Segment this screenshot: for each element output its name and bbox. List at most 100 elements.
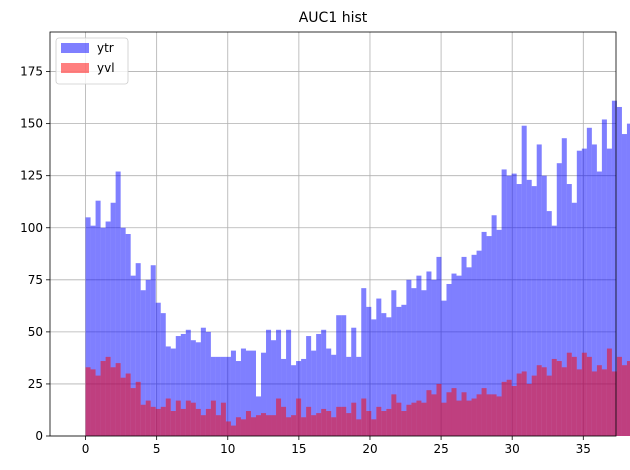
histogram-bar-ytr: [230, 350, 236, 436]
histogram-bar-yvl: [195, 408, 201, 436]
histogram-bar-ytr: [125, 234, 131, 436]
histogram-bar-yvl: [481, 388, 487, 436]
histogram-bar-ytr: [296, 361, 302, 436]
histogram-bar-yvl: [496, 396, 502, 436]
histogram-bar-yvl: [200, 415, 206, 436]
histogram-bar-yvl: [411, 402, 417, 436]
histogram-bar-yvl: [291, 415, 297, 436]
histogram-bar-yvl: [426, 390, 432, 436]
histogram-bar-yvl: [486, 394, 492, 436]
histogram-bar-ytr: [306, 336, 312, 436]
histogram-bar-ytr: [361, 288, 367, 436]
legend-swatch-ytr: [61, 43, 89, 53]
histogram-bar-ytr: [381, 313, 387, 436]
histogram-bar-ytr: [115, 171, 121, 437]
histogram-bar-ytr: [301, 358, 307, 436]
chart-title: AUC1 hist: [299, 10, 368, 26]
histogram-bar-yvl: [366, 411, 372, 436]
histogram-bar-yvl: [511, 386, 517, 436]
histogram-bar-yvl: [286, 417, 292, 436]
y-tick-label: 75: [28, 273, 43, 287]
histogram-bar-ytr: [511, 173, 517, 436]
histogram-bar-ytr: [541, 175, 547, 436]
histogram-bar-yvl: [596, 365, 602, 436]
x-tick-label: 10: [220, 442, 235, 456]
histogram-bar-yvl: [316, 413, 322, 436]
histogram-bar-yvl: [100, 361, 106, 436]
histogram-bar-yvl: [586, 356, 592, 436]
histogram-bar-ytr: [621, 134, 627, 436]
histogram-bar-yvl: [306, 406, 312, 436]
histogram-bar-ytr: [396, 306, 402, 436]
histogram-bar-yvl: [456, 400, 462, 436]
histogram-bar-ytr: [426, 271, 432, 436]
histogram-bar-yvl: [611, 371, 617, 436]
histogram-bar-yvl: [110, 367, 116, 436]
histogram-bar-yvl: [125, 373, 131, 436]
histogram-bar-yvl: [466, 400, 472, 436]
histogram-bar-yvl: [576, 369, 582, 436]
histogram-bar-ytr: [566, 184, 572, 436]
histogram-bar-ytr: [586, 127, 592, 436]
x-tick-label: 30: [505, 442, 520, 456]
histogram-bar-yvl: [130, 388, 136, 436]
histogram-bar-ytr: [200, 327, 206, 436]
histogram-bar-yvl: [281, 406, 287, 436]
y-tick-label: 150: [20, 117, 43, 131]
histogram-bar-ytr: [215, 356, 221, 436]
histogram-bar-yvl: [220, 402, 226, 436]
legend-swatch-yvl: [61, 63, 89, 73]
histogram-bar-yvl: [85, 367, 91, 436]
histogram-bar-yvl: [190, 402, 196, 436]
histogram-bar-yvl: [561, 367, 567, 436]
histogram-bar-yvl: [356, 419, 362, 436]
histogram-bar-ytr: [110, 202, 116, 436]
histogram-bar-yvl: [311, 415, 317, 436]
histogram-bar-yvl: [90, 369, 96, 436]
histogram-bar-yvl: [461, 392, 467, 436]
histogram-bar-yvl: [491, 394, 497, 436]
histogram-bar-ytr: [356, 356, 362, 436]
histogram-bar-ytr: [326, 348, 332, 436]
histogram-bar-yvl: [180, 408, 186, 436]
histogram-bar-yvl: [541, 367, 547, 436]
histogram-bar-yvl: [571, 356, 577, 436]
x-tick-label: 20: [362, 442, 377, 456]
histogram-bar-ytr: [135, 263, 141, 436]
histogram-bar-ytr: [476, 250, 482, 436]
histogram-bar-ytr: [155, 302, 161, 436]
histogram-bar-ytr: [411, 288, 417, 436]
x-tick-label: 0: [82, 442, 90, 456]
histogram-bar-ytr: [180, 333, 186, 436]
histogram-bar-yvl: [255, 415, 262, 436]
histogram-bar-ytr: [391, 290, 397, 436]
legend-label-yvl: yvl: [97, 61, 115, 75]
histogram-bar-ytr: [271, 340, 277, 436]
histogram-bar-yvl: [616, 356, 622, 436]
histogram-bar-ytr: [521, 125, 527, 437]
histogram-bar-yvl: [245, 411, 251, 436]
histogram-bar-yvl: [471, 398, 477, 436]
histogram-bar-yvl: [346, 413, 352, 436]
histogram-bar-ytr: [546, 211, 552, 436]
histogram-bar-yvl: [140, 404, 146, 436]
histogram-bar-ytr: [531, 186, 537, 436]
histogram-bar-yvl: [361, 398, 367, 436]
histogram-bar-yvl: [210, 400, 216, 436]
legend: ytr yvl: [55, 37, 129, 85]
histogram-bar-ytr: [195, 342, 201, 436]
histogram-bar-ytr: [371, 319, 377, 436]
histogram-bar-yvl: [95, 375, 101, 436]
histogram-bar-ytr: [441, 300, 447, 436]
histogram-bar-ytr: [421, 290, 427, 436]
histogram-bar-ytr: [571, 202, 577, 436]
histogram-bar-ytr: [190, 340, 196, 436]
histogram-bar-yvl: [401, 411, 407, 436]
histogram-bar-yvl: [371, 419, 377, 436]
histogram-bar-yvl: [381, 411, 387, 436]
histogram-bar-yvl: [441, 402, 447, 436]
legend-label-ytr: ytr: [97, 41, 114, 55]
histogram-bar-yvl: [591, 371, 597, 436]
histogram-bar-ytr: [376, 298, 382, 436]
histogram-bar-ytr: [501, 169, 507, 436]
